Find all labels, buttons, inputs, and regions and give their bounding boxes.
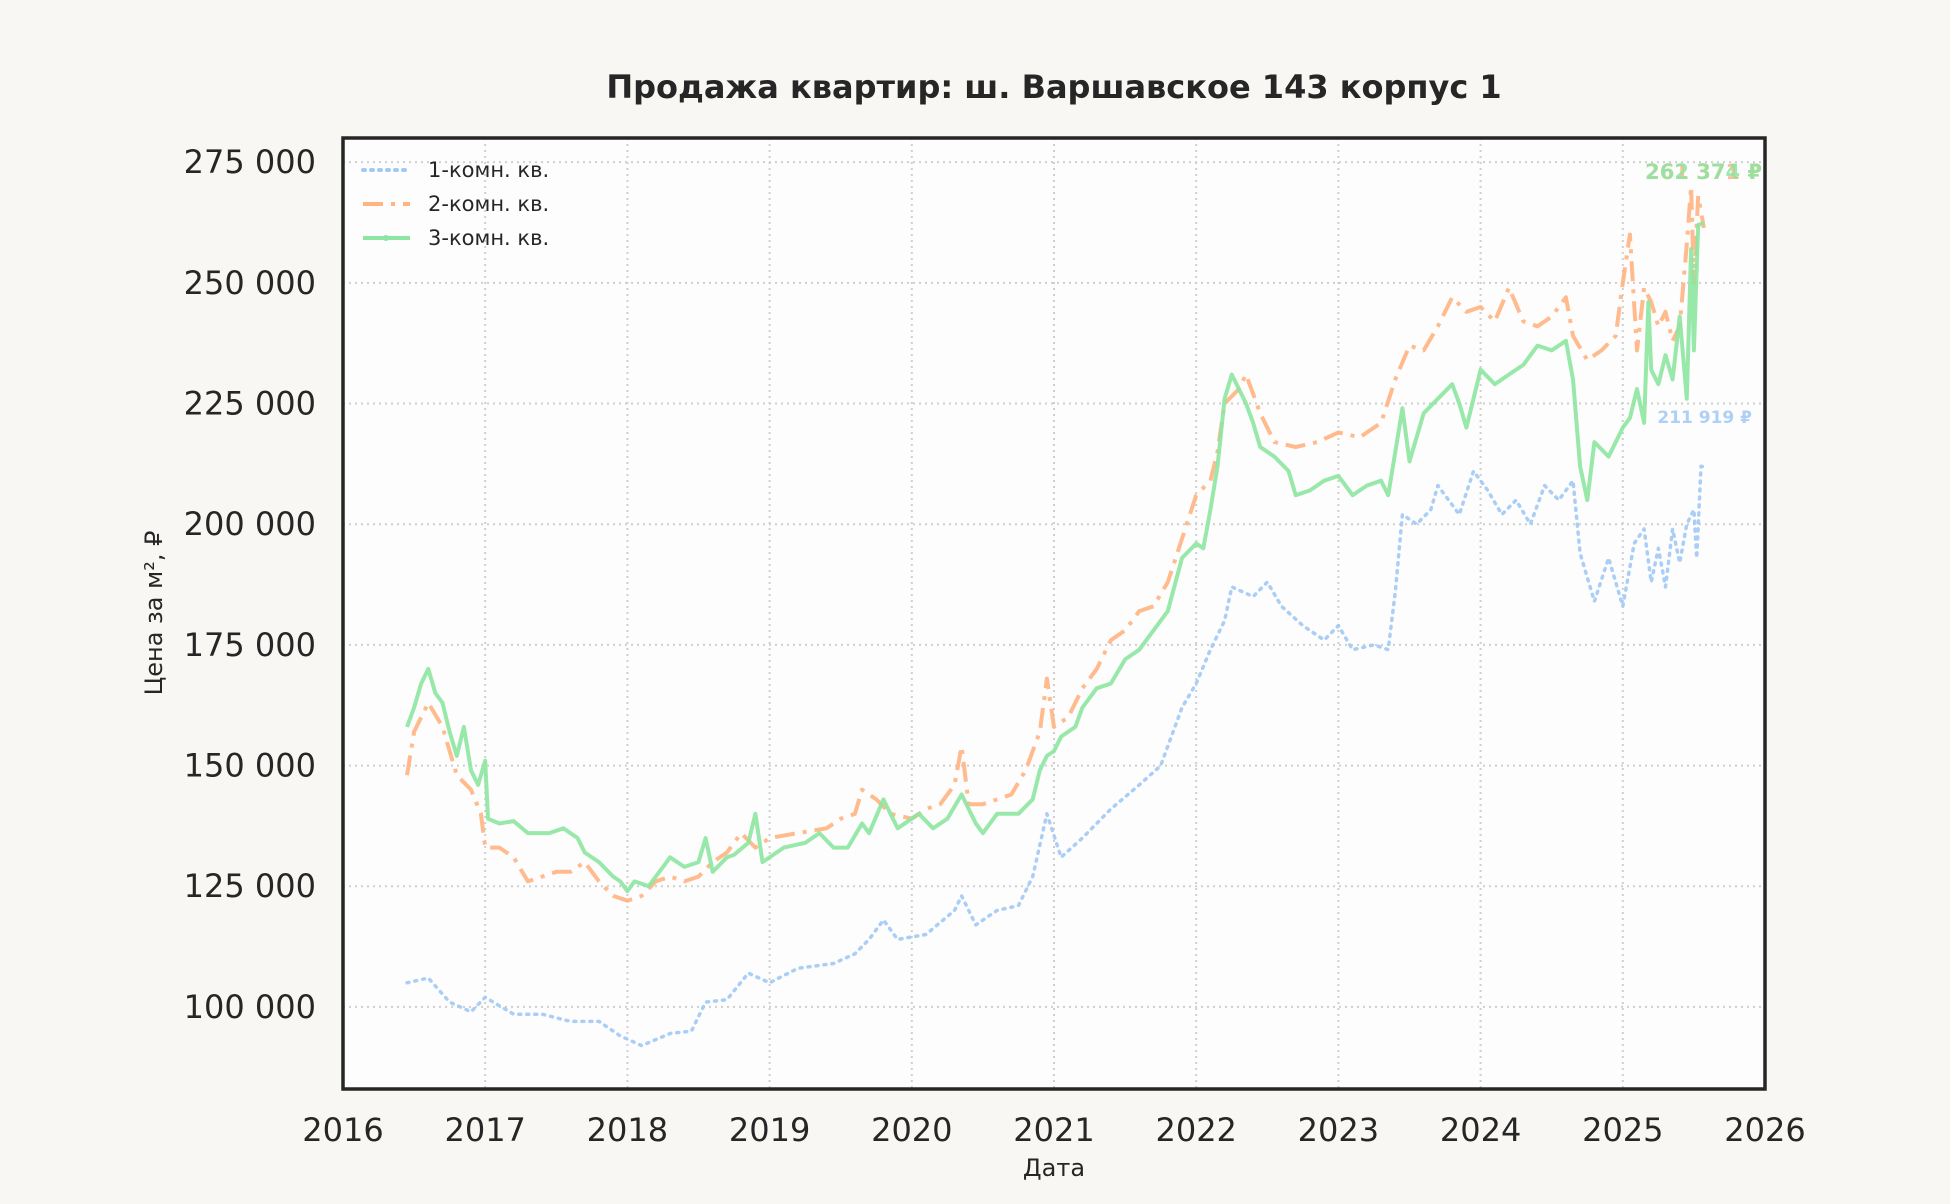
series-end-label-1: 211 919 ₽ [1657,408,1752,428]
series-end-labels: 211 919 ₽ 261 371 ₽262 374 ₽ [1645,160,1762,428]
y-axis-ticks: 100 000 125 000 150 000 175 000 200 000 225 0… [184,143,316,1026]
y-tick-label: 175 000 [184,626,316,664]
y-tick-label: 100 000 [184,988,316,1026]
y-axis-label: Цена за м², ₽ [140,531,168,696]
x-tick-label: 2021 [1013,1111,1094,1149]
x-tick-label: 2020 [871,1111,952,1149]
chart-title: Продажа квартир: ш. Варшавское 143 корпу… [606,68,1501,106]
x-tick-label: 2024 [1440,1111,1521,1149]
series-end-label-2: 261 371 ₽ [1645,160,1762,184]
x-tick-label: 2025 [1582,1111,1663,1149]
y-tick-label: 225 000 [184,385,316,423]
series-line-1 [405,464,1706,1048]
series-end-label-3: 262 374 ₽ [1645,160,1762,184]
plot-frame [341,136,1767,1091]
series-lines [405,184,1706,1048]
legend-label-2: 2-комн. кв. [428,192,549,216]
y-tick-label: 150 000 [184,747,316,785]
legend-marker-3 [383,235,389,241]
legend-label-1: 1-комн. кв. [428,158,549,182]
y-tick-label: 125 000 [184,867,316,905]
legend: 1-комн. кв. 2-комн. кв. 3-комн. кв. [361,158,549,250]
x-tick-label: 2017 [444,1111,525,1149]
x-tick-label: 2019 [729,1111,810,1149]
x-tick-label: 2016 [302,1111,383,1149]
series-line-2 [405,184,1706,903]
x-tick-label: 2022 [1155,1111,1236,1149]
y-tick-label: 250 000 [184,264,316,302]
gridlines [343,138,1765,1089]
y-tick-label: 200 000 [184,505,316,543]
x-tick-label: 2026 [1724,1111,1805,1149]
y-tick-label: 275 000 [184,143,316,181]
x-tick-label: 2023 [1298,1111,1379,1149]
x-tick-label: 2018 [587,1111,668,1149]
x-axis-ticks: 2016 2017 2018 2019 2020 2021 2022 2023 2024 2025… [302,1111,1805,1149]
legend-label-3: 3-комн. кв. [428,226,549,250]
series-line-3 [405,221,1705,894]
x-axis-label: Дата [1023,1154,1085,1182]
